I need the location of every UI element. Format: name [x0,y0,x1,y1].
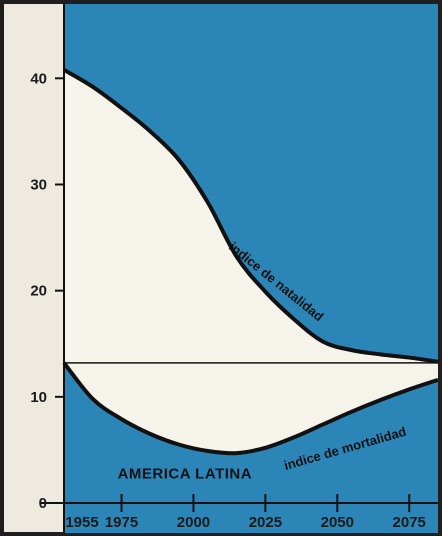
x-tick-label: 2025 [249,514,282,531]
x-tick-label: 2050 [321,514,354,531]
y-tick-label: 30 [30,176,47,193]
x-tick-label: 2075 [393,514,426,531]
chart-title: AMERICA LATINA [118,466,253,483]
y-axis-ticks: 0 10 20 30 40 [30,70,64,512]
mortality-area [64,362,438,454]
natality-area [64,69,438,363]
y-tick-label: 40 [30,70,47,87]
x-axis-ticks: 1955 1975 2000 2025 2050 2075 [63,494,426,531]
x-tick-label: 2000 [177,514,210,531]
mortality-line [62,361,439,456]
y-tick-label: 10 [30,389,47,406]
y-tick-label: 0 [39,495,47,512]
x-tick-label: 1975 [105,514,138,531]
x-tick-label: 1955 [65,514,98,531]
natality-line [62,68,439,364]
y-tick-label: 20 [30,283,47,300]
